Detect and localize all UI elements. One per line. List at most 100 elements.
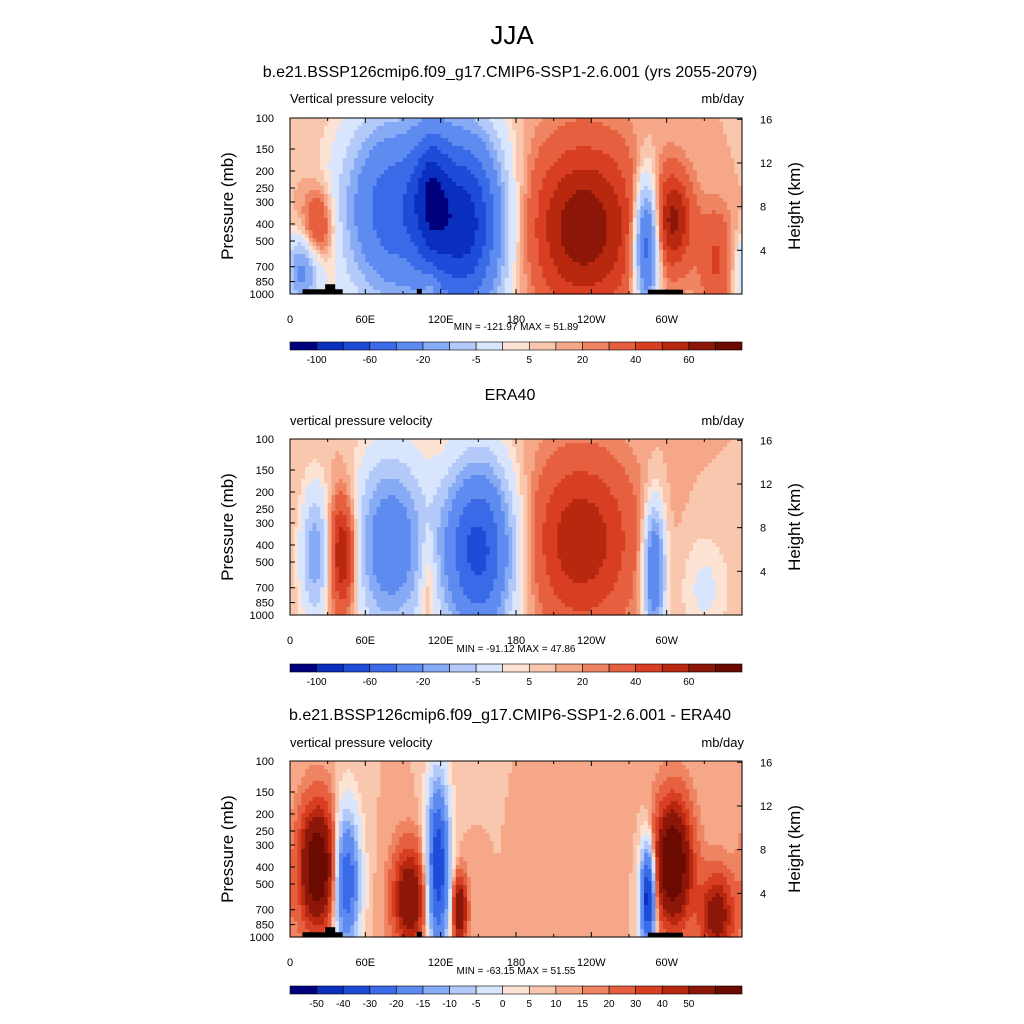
panel-1-ytick-0: 100 (256, 113, 274, 125)
panel-3-ytick-2: 200 (256, 809, 274, 821)
panel-2-left-label: vertical pressure velocity (290, 413, 433, 428)
panel-2-colorbar-box-15 (688, 663, 716, 673)
panel-2-colorbar-label-3: -5 (472, 677, 481, 688)
panel-1-xtick-2: 120E (428, 314, 454, 326)
panel-1-colorbar-label-1: -60 (363, 355, 378, 366)
panel-2-field (290, 439, 743, 616)
panel-3-colorbar: -50 -40 -30 -20 -15 -10 -5 0 5 10 15 20 30 40 50 (289, 985, 743, 1010)
panel-2-ytick-1: 150 (256, 465, 274, 477)
panel-3-colorbar-box-3 (369, 985, 397, 995)
panel-3-colorbar-label-12: 30 (630, 999, 642, 1010)
panel-2-ytick-2: 200 (256, 487, 274, 499)
panel-2-y2tick-0: 4 (760, 566, 766, 578)
panel-1-colorbar-label-6: 40 (630, 355, 642, 366)
panel-3-ytick-3: 250 (256, 826, 274, 838)
panel-2-ytick-0: 100 (256, 434, 274, 446)
panel-3-colorbar-box-15 (688, 985, 716, 995)
panel-2-colorbar-label-0: -100 (307, 677, 327, 688)
panel-3-xtick-4: 120W (577, 957, 606, 969)
panel-1-terrain-2 (416, 288, 422, 294)
panel-3-ytick-7: 700 (256, 905, 274, 917)
panel-2-colorbar-box-7 (475, 663, 504, 673)
panel-1-colorbar-box-16 (715, 341, 743, 351)
panel-3-colorbar-label-3: -20 (389, 999, 404, 1010)
panel-2-xtick-0: 0 (287, 635, 293, 647)
panel-3-colorbar-label-5: -10 (442, 999, 457, 1010)
panel-3-units: mb/day (701, 735, 744, 750)
panel-1-colorbar-box-6 (449, 341, 477, 351)
panel-2-xtick-5: 60W (655, 635, 678, 647)
panel-2-colorbar-box-6 (449, 663, 477, 673)
panel-1-ytick-8: 850 (256, 277, 274, 289)
panel-3-colorbar-label-0: -50 (309, 999, 324, 1010)
panel-2-colorbar-box-16 (715, 663, 743, 673)
panel-1-ytick-7: 700 (256, 262, 274, 274)
panel-3-colorbar-label-10: 15 (577, 999, 589, 1010)
panel-1-colorbar-box-12 (608, 341, 636, 351)
panel-1-terrain-1 (325, 284, 336, 294)
panel-1-colorbar-box-3 (369, 341, 397, 351)
panel-2-colorbar-box-12 (608, 663, 636, 673)
panel-3-colorbar-box-14 (661, 985, 690, 995)
panel-1-units: mb/day (701, 91, 744, 106)
panel-3-colorbar-box-11 (582, 985, 610, 995)
panel-3-colorbar-label-2: -30 (363, 999, 378, 1010)
panel-3-ytick-1: 150 (256, 787, 274, 799)
panel-1-y2tick-0: 4 (760, 245, 766, 257)
panel-1-stats: MIN = -121.97 MAX = 51.89 (453, 322, 579, 333)
panel-1-colorbar-label-4: 5 (527, 355, 533, 366)
panel-3-terrain-2 (416, 931, 422, 937)
panel-2-colorbar-box-0 (289, 663, 317, 673)
panel-1-colorbar-box-5 (422, 341, 450, 351)
panel-1-colorbar-box-7 (475, 341, 504, 351)
panel-3-colorbar-box-2 (342, 985, 371, 995)
panel-3-xtick-5: 60W (655, 957, 678, 969)
panel-2-ytick-8: 850 (256, 598, 274, 610)
panel-3-colorbar-label-4: -15 (416, 999, 431, 1010)
panel-3-colorbar-label-13: 40 (657, 999, 669, 1010)
panel-1-title: b.e21.BSSP126cmip6.f09_g17.CMIP6-SSP1-2.… (262, 64, 758, 81)
panel-2-colorbar-box-13 (635, 663, 663, 673)
panel-2-colorbar-label-4: 5 (527, 677, 533, 688)
panel-2-ytick-7: 700 (256, 583, 274, 595)
panel-1-ytick-2: 200 (256, 166, 274, 178)
panel-1-terrain-3 (647, 289, 683, 294)
panel-3-colorbar-label-6: -5 (472, 999, 481, 1010)
panel-1-y2tick-3: 16 (760, 114, 772, 126)
panel-2-ytick-6: 500 (256, 557, 274, 569)
panel-2-colorbar-box-4 (396, 663, 424, 673)
panel-2-xtick-1: 60E (356, 635, 376, 647)
panel-2-colorbar-label-1: -60 (363, 677, 378, 688)
panel-3-ytick-0: 100 (256, 756, 274, 768)
panel-1-left-label: Vertical pressure velocity (290, 91, 434, 106)
panel-1-colorbar-box-13 (635, 341, 663, 351)
panel-2-colorbar-label-7: 60 (683, 677, 695, 688)
panel-3-xtick-3: 180 (507, 957, 525, 969)
panel-3-y2tick-3: 16 (760, 757, 772, 769)
panel-2-colorbar-box-2 (342, 663, 371, 673)
panel-2-colorbar-label-6: 40 (630, 677, 642, 688)
panel-1-xtick-4: 120W (577, 314, 606, 326)
panel-1-colorbar-box-0 (289, 341, 317, 351)
panel-1-colorbar-label-3: -5 (472, 355, 481, 366)
panel-3-ytick-8: 850 (256, 920, 274, 932)
panel-3-xtick-0: 0 (287, 957, 293, 969)
panel-1-colorbar-box-1 (316, 341, 344, 351)
panel-3-colorbar-box-9 (528, 985, 557, 995)
panel-3-colorbar-box-8 (502, 985, 530, 995)
panel-2-ytick-9: 1000 (250, 610, 274, 622)
panel-3-y2tick-0: 4 (760, 888, 766, 900)
panel-2-colorbar-box-11 (582, 663, 610, 673)
panel-3-stats: MIN = -63.15 MAX = 51.55 (456, 966, 576, 977)
panel-1-colorbar-label-0: -100 (307, 355, 327, 366)
panel-2-colorbar-box-3 (369, 663, 397, 673)
panel-1-colorbar-box-8 (502, 341, 530, 351)
panel-1-ytick-9: 1000 (250, 289, 274, 301)
panel-3-colorbar-label-7: 0 (500, 999, 506, 1010)
panel-3-ytick-9: 1000 (250, 932, 274, 944)
panel-1-colorbar: -100 -60 -20 -5 5 20 40 60 (289, 341, 743, 366)
panel-3-colorbar-box-1 (316, 985, 344, 995)
panel-1-xtick-3: 180 (507, 314, 525, 326)
panel-3-ytick-6: 500 (256, 879, 274, 891)
panel-3-terrain-3 (647, 932, 683, 937)
